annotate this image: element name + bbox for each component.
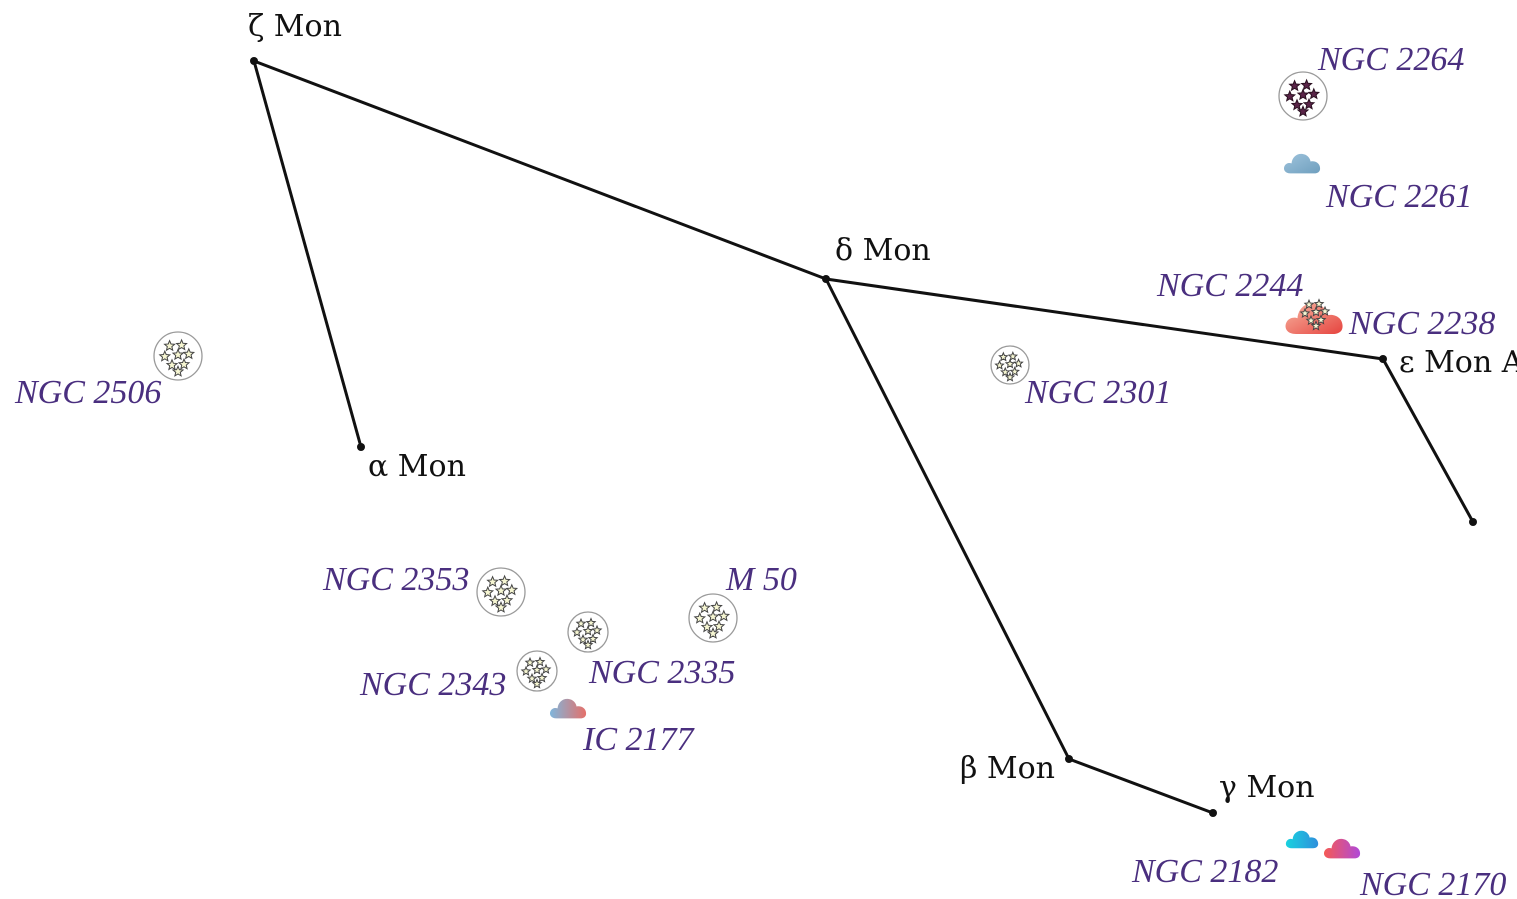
dso-ngc2170: NGC 2170 (1324, 839, 1506, 899)
star-label-epsilon: ε Mon A (1399, 345, 1517, 380)
star-alpha (357, 443, 365, 451)
dso-label-ngc2244: NGC 2244 (1156, 267, 1303, 304)
dso-ngc2343: NGC 2343 (359, 651, 557, 703)
dso-label-ngc2182: NGC 2182 (1131, 853, 1278, 890)
line-epsilon-end (1383, 359, 1473, 522)
star-zeta (250, 57, 258, 65)
star-beta (1065, 755, 1073, 763)
dso-label-ngc2238: NGC 2238 (1348, 305, 1495, 342)
dso-label-ngc2261: NGC 2261 (1325, 178, 1472, 215)
dso-label-ngc2335: NGC 2335 (588, 654, 735, 691)
dso-ngc2506: NGC 2506 (14, 332, 202, 411)
dso-label-ngc2301: NGC 2301 (1024, 374, 1171, 411)
dso-m50: M 50 (689, 561, 797, 642)
star-gamma (1209, 809, 1217, 817)
dso-label-ngc2506: NGC 2506 (14, 374, 161, 411)
line-zeta-alpha (254, 61, 361, 447)
line-zeta-delta (254, 61, 826, 279)
star-label-beta: β Mon (960, 751, 1055, 786)
dso-ic2177: IC 2177 (550, 699, 696, 758)
dso-ngc2301: NGC 2301 (991, 346, 1171, 411)
star-label-delta: δ Mon (835, 233, 931, 268)
dso-ngc2261: NGC 2261 (1284, 154, 1472, 215)
star-label-alpha: α Mon (368, 449, 466, 484)
dso-label-ngc2170: NGC 2170 (1359, 866, 1506, 899)
star-label-zeta: ζ Mon (248, 9, 342, 44)
dso-label-ngc2343: NGC 2343 (359, 666, 506, 703)
nebula-cloud (1284, 154, 1320, 174)
dso-label-m50: M 50 (725, 561, 797, 598)
dso-label-ngc2264: NGC 2264 (1317, 41, 1464, 78)
nebula-cloud (1324, 839, 1360, 859)
dso-ngc2264: NGC 2264 (1279, 41, 1464, 120)
star-end (1469, 518, 1477, 526)
star-delta (822, 275, 830, 283)
line-delta-beta (826, 279, 1069, 759)
dso-label-ic2177: IC 2177 (582, 721, 696, 758)
dso-ngc2353: NGC 2353 (322, 561, 525, 616)
dso-label-ngc2353: NGC 2353 (322, 561, 469, 598)
nebula-cloud (550, 699, 586, 719)
dso-ngc2182: NGC 2182 (1131, 831, 1318, 890)
line-beta-gamma (1069, 759, 1213, 813)
nebula-cloud (1286, 831, 1318, 848)
star-epsilon (1379, 355, 1387, 363)
star-label-gamma: γ Mon (1219, 770, 1315, 805)
